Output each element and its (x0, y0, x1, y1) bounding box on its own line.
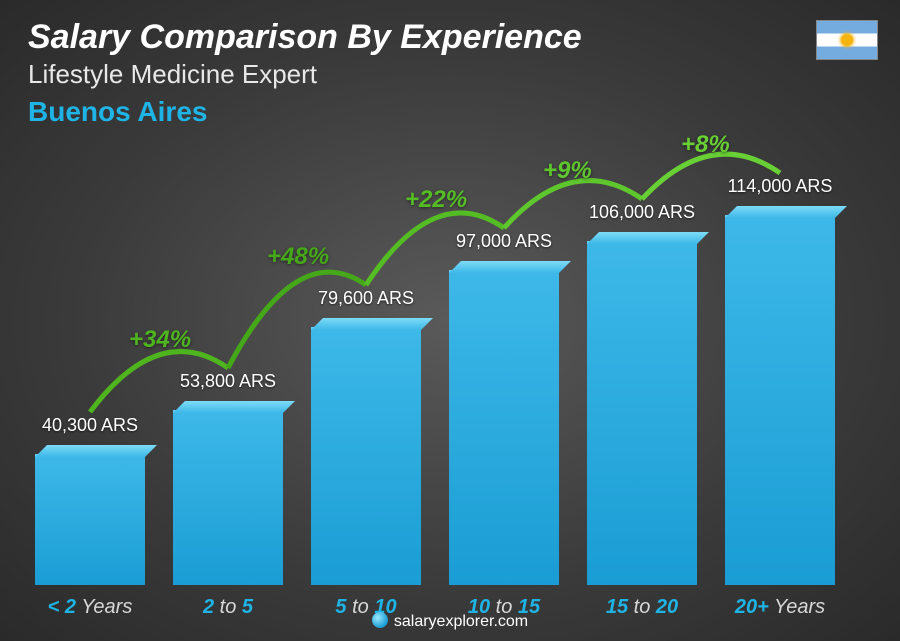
footer-attribution: salaryexplorer.com (0, 612, 900, 631)
delta-label: +8% (681, 131, 730, 159)
logo-icon (372, 612, 388, 628)
chart-location: Buenos Aires (28, 96, 582, 128)
delta-arc (30, 125, 860, 585)
chart-subtitle: Lifestyle Medicine Expert (28, 59, 582, 90)
chart-title: Salary Comparison By Experience (28, 18, 582, 57)
bar-chart: 40,300 ARS< 2 Years53,800 ARS2 to 579,60… (30, 125, 860, 585)
flag-argentina-icon (816, 20, 878, 60)
